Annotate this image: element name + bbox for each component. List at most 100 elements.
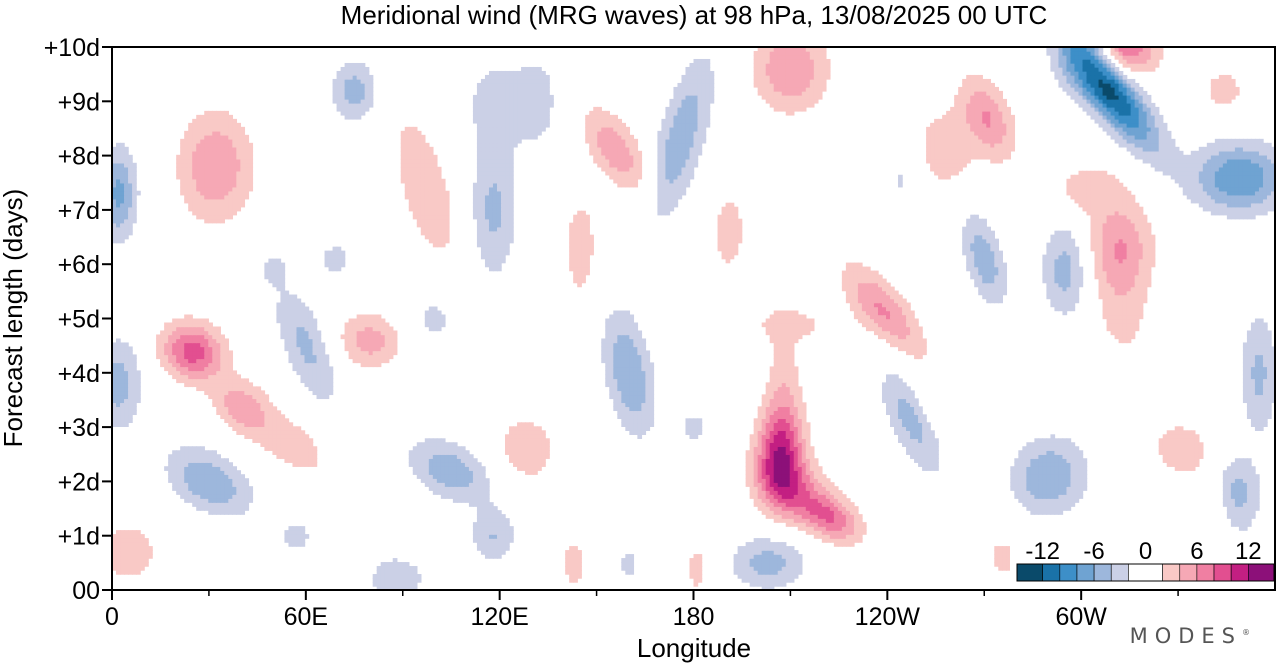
contour-cell	[881, 398, 887, 404]
contour-cell	[192, 458, 197, 463]
contour-cell	[898, 294, 903, 300]
contour-cell	[192, 450, 197, 455]
contour-cell	[240, 482, 246, 487]
contour-cell	[902, 410, 907, 416]
contour-cell	[1070, 274, 1076, 280]
contour-cell	[212, 450, 217, 455]
contour-cell	[922, 446, 927, 451]
contour-cell	[1242, 522, 1248, 527]
contour-cell	[1062, 446, 1068, 451]
contour-cell	[196, 470, 201, 475]
contour-cell	[1062, 302, 1068, 308]
contour-cell	[777, 578, 783, 583]
contour-cell	[577, 278, 582, 284]
contour-cell	[857, 294, 863, 300]
contour-cell	[264, 266, 270, 272]
contour-cell	[753, 498, 759, 503]
contour-cell	[789, 406, 795, 412]
contour-cell	[1046, 486, 1052, 491]
contour-cell	[1058, 502, 1064, 507]
contour-cell	[1046, 262, 1052, 268]
contour-cell	[781, 350, 787, 356]
contour-cell	[757, 578, 763, 583]
contour-cell	[805, 490, 811, 495]
contour-cell	[1070, 502, 1076, 507]
contour-cell	[184, 338, 189, 344]
contour-cell	[865, 270, 871, 276]
contour-cell	[753, 550, 759, 555]
contour-cell	[745, 562, 751, 567]
contour-cell	[753, 434, 759, 439]
contour-cell	[120, 362, 125, 368]
contour-cell	[757, 498, 763, 503]
contour-cell	[986, 274, 991, 280]
contour-cell	[773, 550, 779, 555]
contour-cell	[1242, 466, 1248, 471]
contour-cell	[452, 486, 458, 491]
contour-cell	[918, 434, 923, 439]
contour-cell	[296, 438, 302, 443]
contour-cell	[220, 346, 225, 352]
contour-cell	[348, 338, 354, 344]
contour-cell	[176, 482, 181, 487]
contour-cell	[902, 402, 907, 408]
contour-cell	[196, 466, 201, 471]
contour-cell	[196, 446, 201, 451]
contour-cell	[930, 462, 935, 467]
contour-cell	[208, 378, 213, 384]
contour-cell	[1046, 458, 1052, 463]
contour-cell	[124, 562, 129, 567]
contour-cell	[1022, 502, 1028, 507]
contour-cell	[914, 398, 919, 404]
contour-cell	[769, 510, 775, 515]
contour-cell	[761, 538, 767, 543]
contour-cell	[160, 330, 165, 336]
contour-cell	[978, 266, 983, 272]
contour-cell	[208, 374, 213, 380]
contour-cell	[613, 406, 618, 412]
contour-cell	[829, 526, 835, 531]
contour-cell	[204, 494, 209, 499]
contour-cell	[1050, 266, 1056, 272]
contour-cell	[910, 346, 915, 352]
contour-cell	[737, 570, 743, 575]
contour-cell	[1250, 410, 1256, 416]
contour-cell	[781, 582, 787, 587]
contour-cell	[805, 322, 811, 328]
contour-cell	[633, 350, 639, 356]
contour-cell	[440, 442, 446, 447]
contour-cell	[196, 454, 201, 459]
contour-cell	[232, 382, 238, 388]
contour-cell	[260, 398, 266, 404]
contour-cell	[797, 446, 803, 451]
contour-cell	[284, 434, 290, 439]
contour-cell	[200, 494, 205, 499]
contour-cell	[857, 514, 863, 519]
contour-cell	[228, 410, 234, 416]
contour-cell	[1246, 462, 1252, 467]
contour-cell	[368, 326, 374, 332]
contour-cell	[1062, 294, 1068, 300]
contour-cell	[793, 378, 799, 384]
contour-cell	[372, 354, 378, 360]
contour-cell	[749, 558, 755, 563]
contour-cell	[240, 402, 246, 408]
contour-cell	[220, 338, 225, 344]
contour-cell	[1062, 282, 1068, 288]
contour-cell	[428, 454, 434, 459]
contour-cell	[886, 306, 891, 312]
contour-cell	[910, 450, 915, 455]
contour-cell	[460, 478, 466, 483]
contour-cell	[240, 502, 246, 507]
contour-cell	[1118, 266, 1124, 272]
contour-cell	[629, 558, 635, 563]
contour-cell	[637, 338, 643, 344]
contour-cell	[208, 358, 213, 364]
contour-cell	[761, 566, 767, 571]
contour-cell	[376, 322, 382, 328]
contour-cell	[910, 342, 915, 348]
contour-cell	[974, 270, 979, 276]
contour-cell	[894, 314, 899, 320]
contour-cell	[1190, 462, 1196, 467]
contour-cell	[208, 462, 213, 467]
